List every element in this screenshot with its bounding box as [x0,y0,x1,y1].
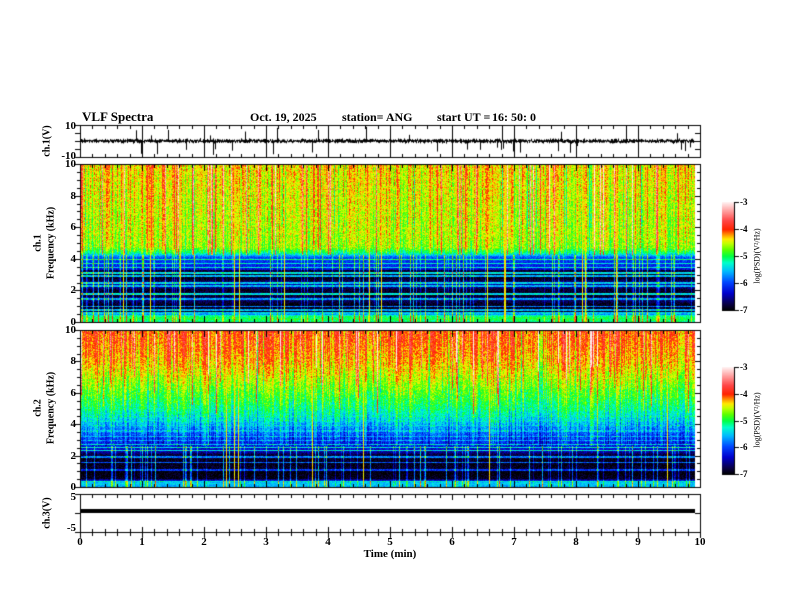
colorbar2-tick-label: -5 [740,415,748,426]
colorbar2-tick-label: -7 [740,469,748,479]
ch3-ytick-label: -5 [66,522,76,534]
spec1-ytick-label: 10 [65,158,76,170]
spec2-ytick-label: 10 [65,324,76,336]
colorbar1-tick-label: -7 [740,305,748,315]
date-label: Oct. 19, 2025 [250,110,317,124]
x-tick-label: 2 [201,536,207,548]
spec1-ytick-label: 6 [70,221,77,234]
x-tick-label: 5 [387,536,393,548]
ch1-ytick-label: 10 [65,120,76,132]
spec2-ytick-label: 8 [70,355,77,368]
x-tick-label: 8 [573,536,579,548]
spec1-ytick-label: 4 [70,252,77,265]
x-tick-label: 10 [694,536,706,548]
colorbar2-tick-label: -6 [740,442,748,453]
colorbar1-tick-label: -5 [740,251,748,261]
x-tick-label: 9 [635,536,641,548]
spec1-channel-label: ch.1 [32,234,44,252]
spec2-frequency-label: Frequency (kHz) [45,371,57,445]
ch1-axis-label: ch.1(V) [41,125,53,157]
spec2-channel-label: ch.2 [32,399,44,417]
spec2-ytick-label: 4 [70,418,77,431]
x-tick-label: 3 [263,536,269,548]
spec1-ytick-label: 0 [70,316,77,328]
ch1-ytick-label: -10 [61,150,76,162]
spec2-ytick-label: 6 [70,386,77,399]
x-tick-label: 4 [325,536,331,548]
ch3-ytick-label: 5 [70,491,77,503]
x-tick-label: 1 [139,536,145,548]
page-title: VLF Spectra [82,109,154,124]
x-axis-label: Time (min) [363,548,417,560]
x-tick-label: 7 [511,536,517,548]
colorbar1-tick-label: -6 [740,278,748,288]
colorbar2-tick-label: -3 [740,362,748,372]
colorbar2-unit-label: log(PSD)(V²/Hz) [752,392,762,448]
colorbar1-tick-label: -4 [740,224,748,234]
spec1-ytick-label: 2 [70,284,77,297]
station-label: station= ANG [342,110,413,124]
spec2-ytick-label: 2 [70,449,77,462]
spec1-frequency-label: Frequency (kHz) [45,206,57,280]
ch3-axis-label: ch.3(V) [41,497,53,529]
x-tick-label: 6 [449,536,455,548]
start-ut-label: start UT = [437,110,491,124]
colorbar2-tick-label: -4 [740,388,748,399]
colorbar1-unit-label: log(PSD)(V²/Hz) [752,228,762,284]
x-tick-label: 0 [77,536,83,548]
start-ut-value: 16: 50: 0 [492,110,536,124]
spec1-ytick-label: 8 [70,189,77,202]
spec2-ytick-label: 0 [70,481,77,493]
colorbar1-tick-label: -3 [740,197,748,207]
